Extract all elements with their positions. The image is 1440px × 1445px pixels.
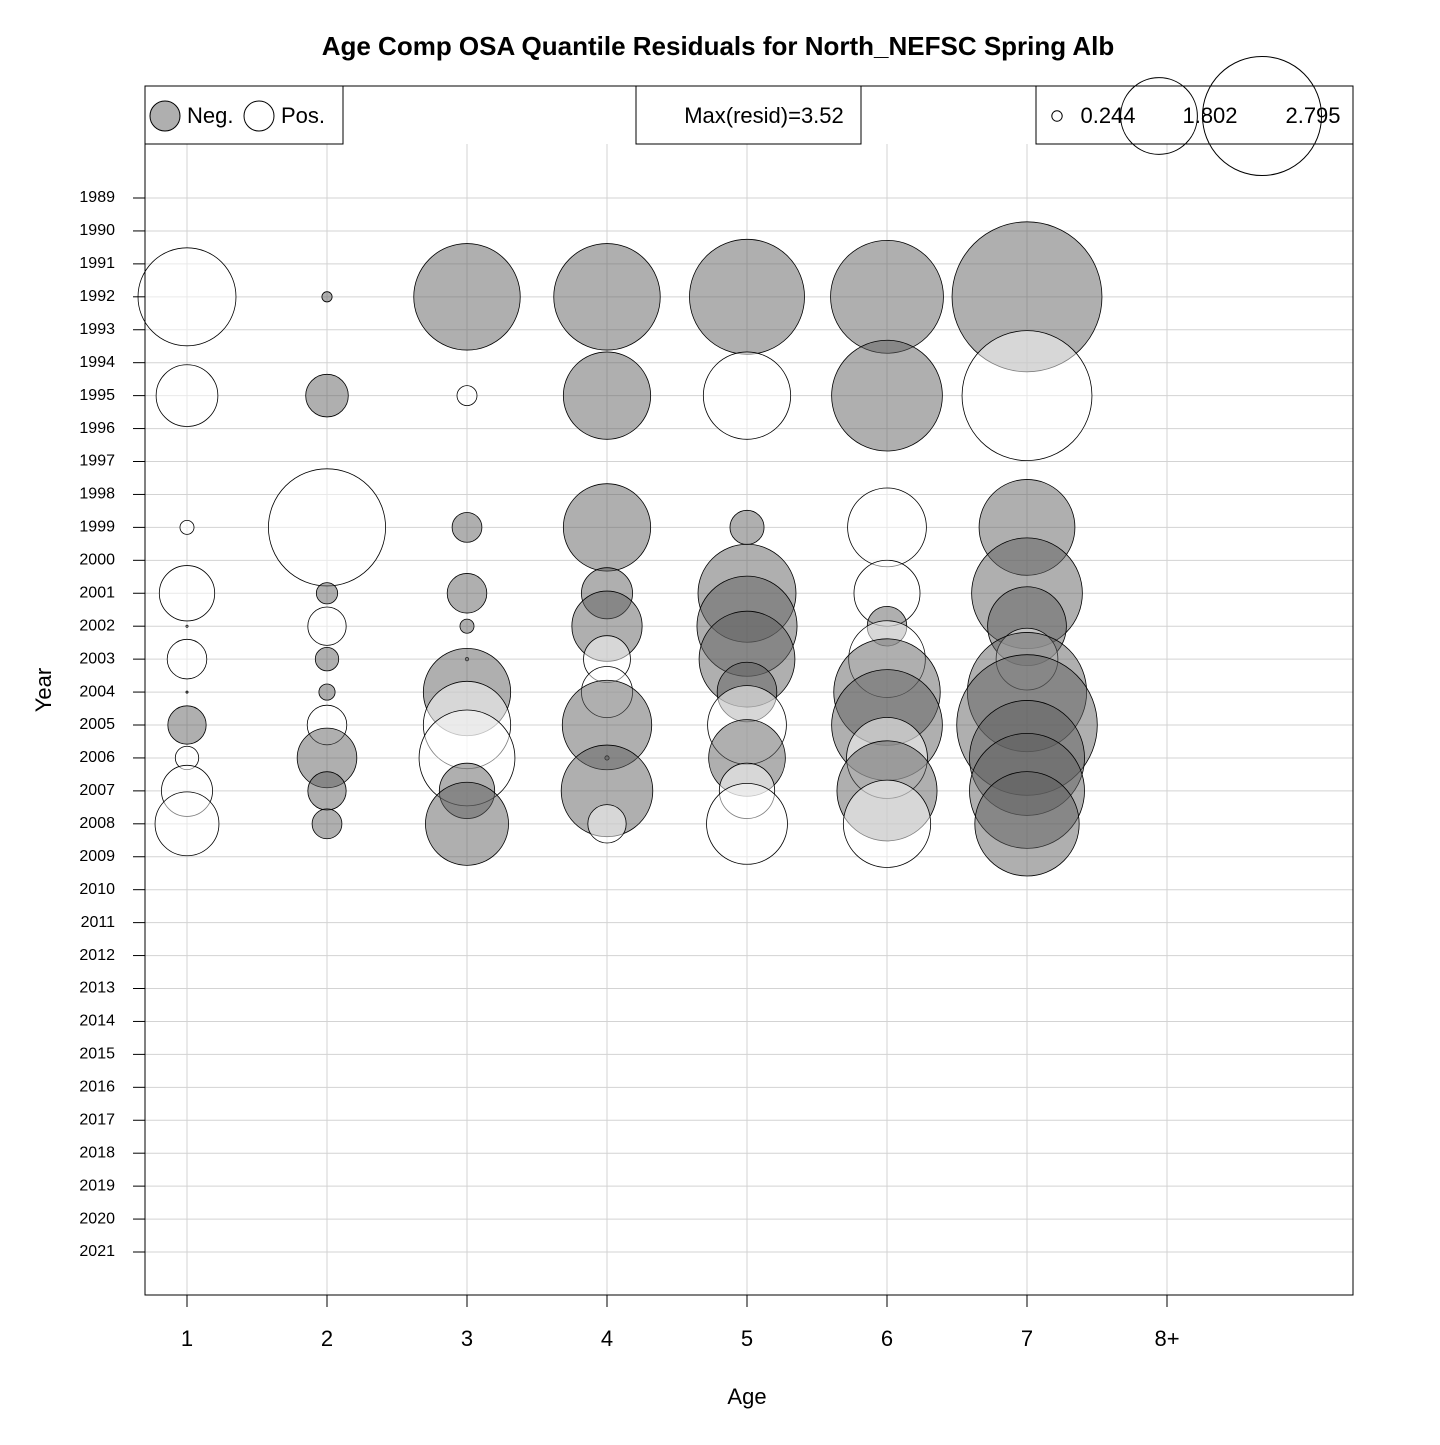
y-tick-label: 1990 — [79, 222, 115, 239]
bubble — [830, 239, 944, 354]
bubble — [185, 624, 189, 628]
bubble — [311, 808, 343, 840]
y-tick-label: 1995 — [79, 387, 115, 404]
size-legend-circle — [1051, 110, 1063, 122]
y-tick-label: 2008 — [79, 815, 115, 832]
y-tick-label: 2010 — [79, 881, 115, 898]
y-tick-label: 1999 — [79, 519, 115, 536]
bubble — [268, 468, 386, 587]
x-tick-label: 5 — [741, 1326, 753, 1351]
y-tick-label: 2014 — [79, 1013, 115, 1030]
y-tick-label: 2002 — [79, 617, 115, 634]
legend-neg-swatch — [149, 100, 181, 132]
y-tick-label: 1991 — [79, 255, 115, 272]
y-tick-label: 2009 — [79, 848, 115, 865]
bubble — [155, 364, 219, 427]
bubble — [307, 771, 347, 811]
bubble — [185, 690, 189, 694]
y-tick-label: 1993 — [79, 321, 115, 338]
y-tick-label: 2018 — [79, 1144, 115, 1161]
max-annotation: Max(resid)=3.52 — [684, 103, 844, 128]
bubble — [961, 330, 1093, 461]
bubble — [562, 483, 652, 572]
size-legend-label: 0.244 — [1080, 103, 1135, 128]
y-tick-label: 2005 — [79, 716, 115, 733]
legend-label: Neg. — [187, 103, 233, 128]
bubble — [321, 291, 333, 303]
y-tick-label: 2019 — [79, 1177, 115, 1194]
size-legend-label: 2.795 — [1285, 103, 1340, 128]
y-tick-label: 2011 — [81, 914, 116, 931]
x-tick-label: 1 — [181, 1326, 193, 1351]
bubble — [446, 573, 488, 614]
chart-title: Age Comp OSA Quantile Residuals for Nort… — [322, 31, 1115, 61]
x-tick-label: 7 — [1021, 1326, 1033, 1351]
bubble — [702, 351, 792, 440]
size-legend-circle — [1201, 55, 1323, 177]
bubble — [425, 781, 509, 866]
bubble — [179, 519, 195, 535]
y-tick-label: 2020 — [79, 1210, 115, 1227]
size-legend-label: 1.802 — [1182, 103, 1237, 128]
y-tick-label: 2000 — [79, 552, 115, 569]
bubble — [562, 351, 652, 440]
y-tick-label: 1989 — [79, 189, 115, 206]
bubble — [456, 385, 478, 407]
y-tick-label: 2017 — [79, 1111, 115, 1128]
bubble — [305, 373, 349, 418]
legend-label: Pos. — [281, 103, 325, 128]
x-tick-label: 6 — [881, 1326, 893, 1351]
bubble — [307, 606, 347, 646]
y-tick-label: 1997 — [79, 453, 115, 470]
x-tick-label: 3 — [461, 1326, 473, 1351]
bubble — [842, 779, 932, 868]
size-legend: 0.244 1.802 2.795 — [1051, 55, 1341, 177]
y-tick-label: 2003 — [79, 650, 115, 667]
bubble — [167, 705, 207, 745]
bubble — [689, 238, 805, 355]
bubble — [413, 243, 521, 351]
x-axis-label: Age — [727, 1384, 766, 1409]
y-tick-label: 2015 — [79, 1046, 115, 1063]
size-legend-circle — [1120, 77, 1198, 155]
bubble — [314, 647, 340, 672]
y-tick-label: 1994 — [79, 354, 115, 371]
y-tick-label: 2004 — [79, 683, 115, 700]
y-tick-label: 2001 — [79, 584, 115, 601]
x-tick-label: 4 — [601, 1326, 613, 1351]
bubble — [166, 638, 208, 680]
legend-box — [635, 85, 862, 145]
bubble — [706, 782, 788, 865]
y-tick-label: 2012 — [79, 947, 115, 964]
bubble — [553, 243, 661, 351]
y-axis-label: Year — [31, 668, 56, 712]
bubble — [315, 582, 339, 605]
bubble — [729, 509, 765, 545]
y-tick-label: 1992 — [79, 288, 115, 305]
bubble — [831, 339, 943, 452]
y-tick-label: 2021 — [79, 1243, 115, 1260]
bubble — [459, 618, 475, 634]
y-tick-label: 1998 — [79, 486, 115, 503]
bubble — [318, 683, 336, 701]
y-tick-label: 2013 — [79, 980, 115, 997]
bubble — [974, 771, 1080, 877]
y-tick-label: 2006 — [79, 749, 115, 766]
bubble — [154, 791, 220, 857]
legend-box — [1035, 85, 1354, 145]
bubble — [158, 565, 216, 622]
y-tick-label: 2007 — [79, 782, 115, 799]
bubble — [587, 804, 627, 844]
x-tick-label: 2 — [321, 1326, 333, 1351]
y-tick-label: 1996 — [79, 420, 115, 437]
bubbles — [137, 221, 1103, 877]
x-tick-label: 8+ — [1154, 1326, 1179, 1351]
bubble — [137, 247, 237, 347]
legend-pos-swatch — [243, 100, 275, 132]
y-tick-label: 2016 — [79, 1079, 115, 1096]
bubble — [847, 487, 927, 568]
bubble — [451, 512, 483, 543]
